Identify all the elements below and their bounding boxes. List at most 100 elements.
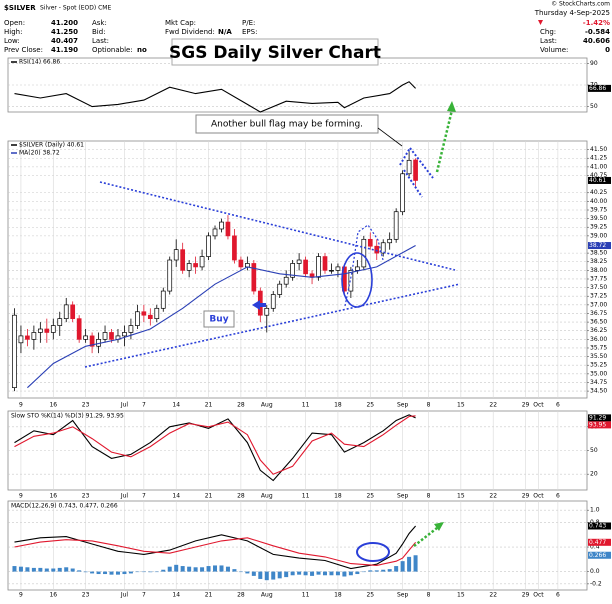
x-tick-label: 8 bbox=[427, 592, 431, 599]
buy-arrow bbox=[252, 300, 266, 310]
x-tick-label: 29 bbox=[522, 493, 530, 500]
histogram-bar bbox=[180, 566, 185, 572]
candle-body bbox=[193, 263, 198, 268]
x-tick-label: 11 bbox=[302, 493, 310, 500]
series-line bbox=[14, 415, 416, 475]
candle-body bbox=[180, 249, 186, 271]
candle-body bbox=[154, 307, 160, 320]
candle-body bbox=[393, 211, 399, 240]
histogram-bar bbox=[148, 571, 153, 573]
x-tick-label: 16 bbox=[49, 402, 57, 409]
quote-label: P/E: bbox=[242, 19, 255, 27]
histogram-bar bbox=[44, 568, 49, 572]
value-marker bbox=[588, 176, 611, 184]
histogram-bar bbox=[342, 571, 347, 577]
candle-body bbox=[374, 245, 380, 254]
candle-body bbox=[57, 318, 63, 326]
quote-label: Open: bbox=[4, 19, 25, 27]
candle-body bbox=[25, 335, 30, 340]
legend-label: RSI(14) 66.86 bbox=[19, 59, 60, 66]
value-marker-label: 40.61 bbox=[589, 177, 606, 184]
candle-body bbox=[83, 335, 88, 340]
histogram-bar bbox=[310, 571, 315, 576]
flag-line bbox=[403, 169, 423, 198]
x-tick-label: 16 bbox=[49, 592, 57, 599]
candle-body bbox=[147, 314, 153, 320]
histogram-bar bbox=[361, 571, 366, 573]
histogram-bar bbox=[38, 567, 43, 572]
series-line bbox=[14, 81, 416, 113]
histogram-bar bbox=[25, 567, 30, 572]
note: Another bull flag may be forming. bbox=[211, 120, 363, 130]
series-line bbox=[14, 525, 417, 570]
histogram-bar bbox=[400, 561, 405, 572]
quote-value: no bbox=[137, 46, 147, 54]
value-marker-label: 38.72 bbox=[589, 242, 606, 249]
histogram-bar bbox=[290, 571, 295, 576]
x-tick-label: 22 bbox=[489, 493, 497, 500]
x-tick-label: 25 bbox=[366, 493, 374, 500]
quote-label: High: bbox=[4, 28, 22, 36]
histogram-bar bbox=[77, 570, 82, 572]
histogram-bar bbox=[135, 571, 140, 573]
histogram-bar bbox=[258, 571, 263, 579]
annotations: Another bull flag may be forming. Buy bbox=[84, 101, 461, 562]
candle-body bbox=[238, 259, 244, 268]
candle-body bbox=[44, 328, 50, 333]
x-tick-label: 23 bbox=[82, 592, 90, 599]
candle-body bbox=[89, 335, 95, 347]
buy-box bbox=[203, 310, 235, 328]
quote-label: Volume: bbox=[540, 46, 568, 54]
candle-body bbox=[50, 325, 56, 333]
candle-body bbox=[290, 263, 295, 278]
x-tick-label: 25 bbox=[366, 592, 374, 599]
projection-arrow bbox=[435, 109, 454, 173]
quote-label: Chg: bbox=[540, 28, 556, 36]
x-tick-label: 6 bbox=[556, 493, 560, 500]
candle-body bbox=[225, 221, 231, 237]
y-tick-label: 39.50 bbox=[590, 215, 607, 222]
value-marker-label: 0.477 bbox=[589, 539, 606, 546]
y-tick-label: 0.0 bbox=[590, 568, 600, 575]
y-tick-label: 37.00 bbox=[590, 301, 607, 308]
buy-label: Buy bbox=[209, 315, 228, 325]
histogram-bar bbox=[277, 571, 282, 579]
x-tick-label: 7 bbox=[142, 592, 146, 599]
candle-body bbox=[31, 332, 37, 340]
histogram-bar bbox=[316, 571, 321, 575]
histogram-bar bbox=[122, 571, 127, 575]
quote-value: 41.250 bbox=[51, 28, 78, 36]
histogram-bar bbox=[297, 571, 302, 575]
x-tick-label: 15 bbox=[457, 402, 465, 409]
histogram-bar bbox=[245, 571, 250, 574]
x-tick-label: 11 bbox=[302, 592, 310, 599]
value-marker bbox=[588, 414, 611, 422]
histogram-bar bbox=[264, 571, 269, 581]
value-marker-label: 0.266 bbox=[589, 552, 606, 559]
x-tick-label: Aug bbox=[261, 592, 273, 599]
y-tick-label: 35.75 bbox=[590, 344, 607, 351]
x-tick-label: 9 bbox=[19, 592, 23, 599]
series-line bbox=[14, 414, 416, 482]
histogram-bar bbox=[238, 571, 243, 573]
candle-body bbox=[367, 238, 373, 247]
y-tick-label: 35.00 bbox=[590, 370, 607, 377]
quote-label: Optionable: bbox=[92, 46, 133, 54]
title-overlay: SGS Daily Silver Chart bbox=[169, 38, 381, 66]
x-tick-label: Aug bbox=[261, 493, 273, 500]
candle-body bbox=[109, 332, 114, 340]
title-box bbox=[171, 38, 379, 66]
y-tick-label: 90 bbox=[590, 60, 598, 67]
histogram-bar bbox=[109, 571, 114, 575]
macd-arrow bbox=[413, 527, 438, 547]
quote-label: Last: bbox=[92, 37, 109, 45]
candle-body bbox=[335, 266, 341, 271]
x-tick-label: 11 bbox=[302, 402, 310, 409]
candle-body bbox=[400, 173, 405, 213]
x-tick-label: 8 bbox=[427, 493, 431, 500]
quote-label: Mkt Cap: bbox=[165, 19, 196, 27]
histogram-bar bbox=[115, 571, 120, 575]
x-tick-label: 23 bbox=[82, 493, 90, 500]
x-tick-label: 6 bbox=[556, 402, 560, 409]
